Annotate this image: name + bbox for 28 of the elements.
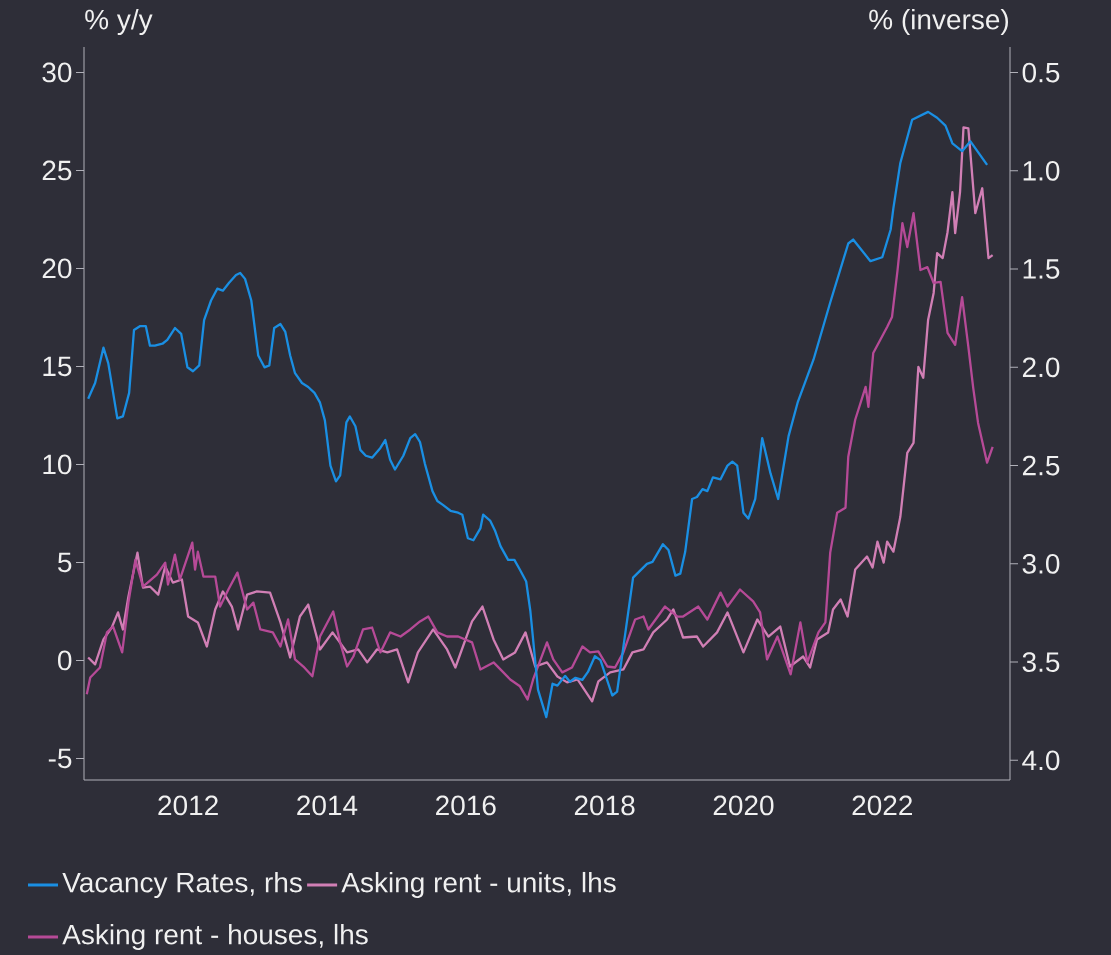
legend-label: Asking rent - houses, lhs (62, 923, 368, 951)
legend-label: Vacancy Rates, rhs (62, 871, 302, 899)
y2-tick-label: 4.0 (1022, 750, 1060, 771)
y-tick-label: 30 (42, 62, 72, 83)
y-tick-label: 5 (58, 552, 72, 573)
y2-tick-label: 1.0 (1023, 160, 1060, 181)
y-tick-label: 20 (42, 258, 72, 279)
y2-axis-title: % (inverse) (869, 8, 1009, 36)
y2-tick-label: 2.5 (1022, 455, 1060, 476)
y2-tick-label: 2.0 (1022, 357, 1060, 378)
y2-tick-label: 3.0 (1022, 553, 1060, 574)
y-tick-label: 10 (43, 454, 72, 475)
line-series (85, 212, 994, 701)
x-tick-label: 2016 (436, 795, 496, 816)
x-tick-label: 2022 (852, 795, 912, 816)
x-tick-label: 2018 (574, 795, 635, 816)
y-tick-label: 25 (42, 160, 72, 181)
legend-label: Asking rent - units, lhs (341, 871, 616, 899)
y-tick-label: -5 (48, 748, 72, 769)
y-axis-title: % y/y (85, 8, 153, 36)
y-tick-label: 0 (58, 650, 72, 671)
x-tick-label: 2014 (297, 795, 358, 816)
x-tick-label: 2020 (713, 795, 774, 816)
y2-tick-label: 0.5 (1022, 62, 1060, 83)
y2-tick-label: 3.5 (1022, 652, 1060, 672)
x-tick-label: 2012 (158, 795, 218, 816)
y-tick-label: 15 (43, 356, 72, 377)
y2-tick-label: 1.5 (1023, 259, 1060, 279)
